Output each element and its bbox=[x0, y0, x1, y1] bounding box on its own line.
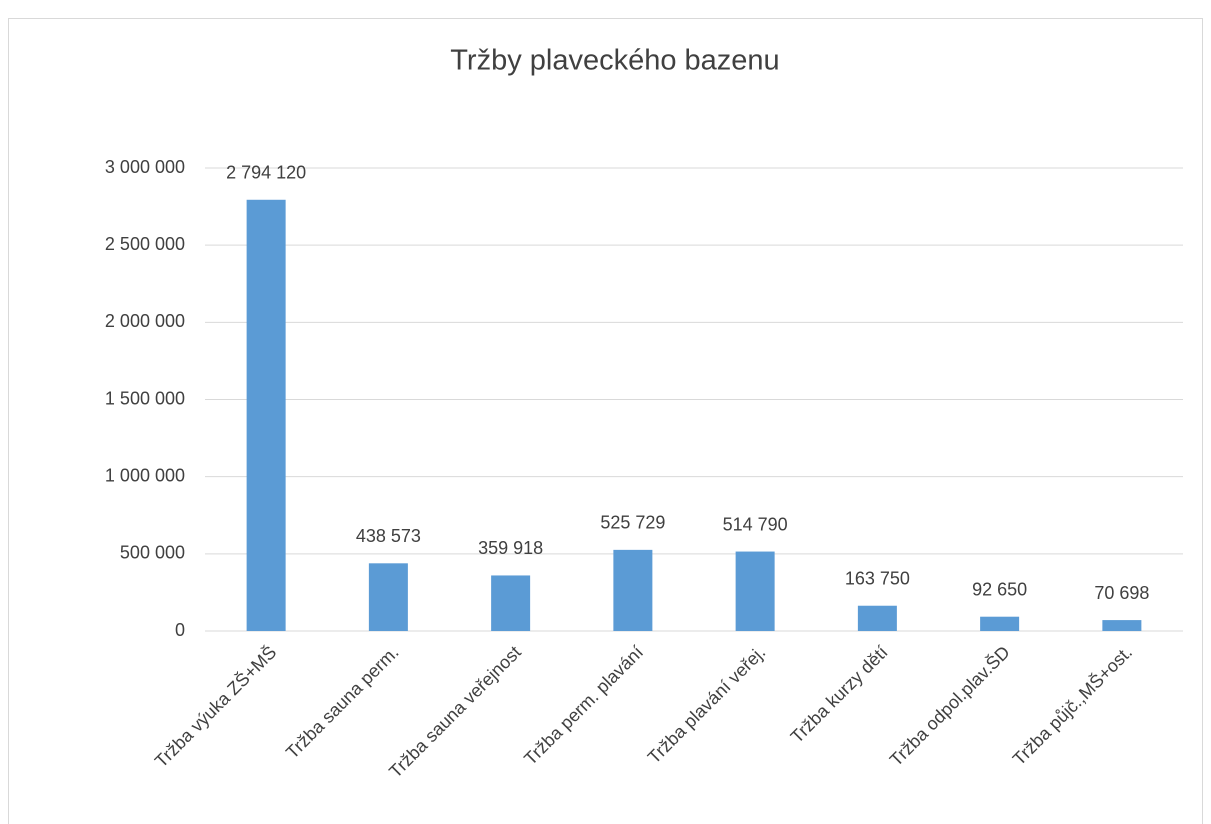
data-label: 163 750 bbox=[845, 568, 910, 588]
data-label: 359 918 bbox=[478, 538, 543, 558]
y-tick-label: 2 500 000 bbox=[105, 234, 185, 254]
y-tick-label: 3 000 000 bbox=[105, 157, 185, 177]
y-tick-label: 0 bbox=[175, 620, 185, 640]
bar bbox=[1102, 620, 1142, 631]
bar bbox=[368, 563, 408, 631]
bar bbox=[735, 551, 775, 631]
chart-title: Tržby plaveckého bazenu bbox=[450, 45, 779, 77]
data-label: 438 573 bbox=[356, 526, 421, 546]
data-label: 514 790 bbox=[723, 514, 788, 534]
y-tick-label: 500 000 bbox=[120, 543, 185, 563]
bar bbox=[491, 575, 531, 631]
data-label: 2 794 120 bbox=[226, 163, 306, 183]
data-label: 70 698 bbox=[1094, 583, 1149, 603]
bar bbox=[613, 549, 653, 631]
bar bbox=[980, 616, 1020, 631]
data-label: 92 650 bbox=[972, 579, 1027, 599]
bar bbox=[246, 199, 286, 631]
chart-frame bbox=[8, 18, 1203, 824]
y-tick-label: 1 000 000 bbox=[105, 465, 185, 485]
bar bbox=[857, 605, 897, 631]
y-tick-label: 2 000 000 bbox=[105, 311, 185, 331]
y-tick-label: 1 500 000 bbox=[105, 388, 185, 408]
data-label: 525 729 bbox=[600, 513, 665, 533]
